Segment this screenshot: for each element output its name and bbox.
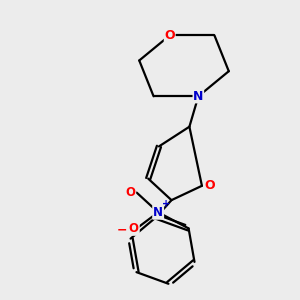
Text: −: − — [116, 224, 127, 237]
Text: O: O — [164, 29, 175, 42]
Text: O: O — [129, 222, 139, 235]
Text: N: N — [193, 90, 203, 103]
Text: O: O — [125, 186, 135, 199]
Text: +: + — [162, 200, 170, 209]
Text: N: N — [153, 206, 163, 219]
Text: O: O — [205, 179, 215, 192]
